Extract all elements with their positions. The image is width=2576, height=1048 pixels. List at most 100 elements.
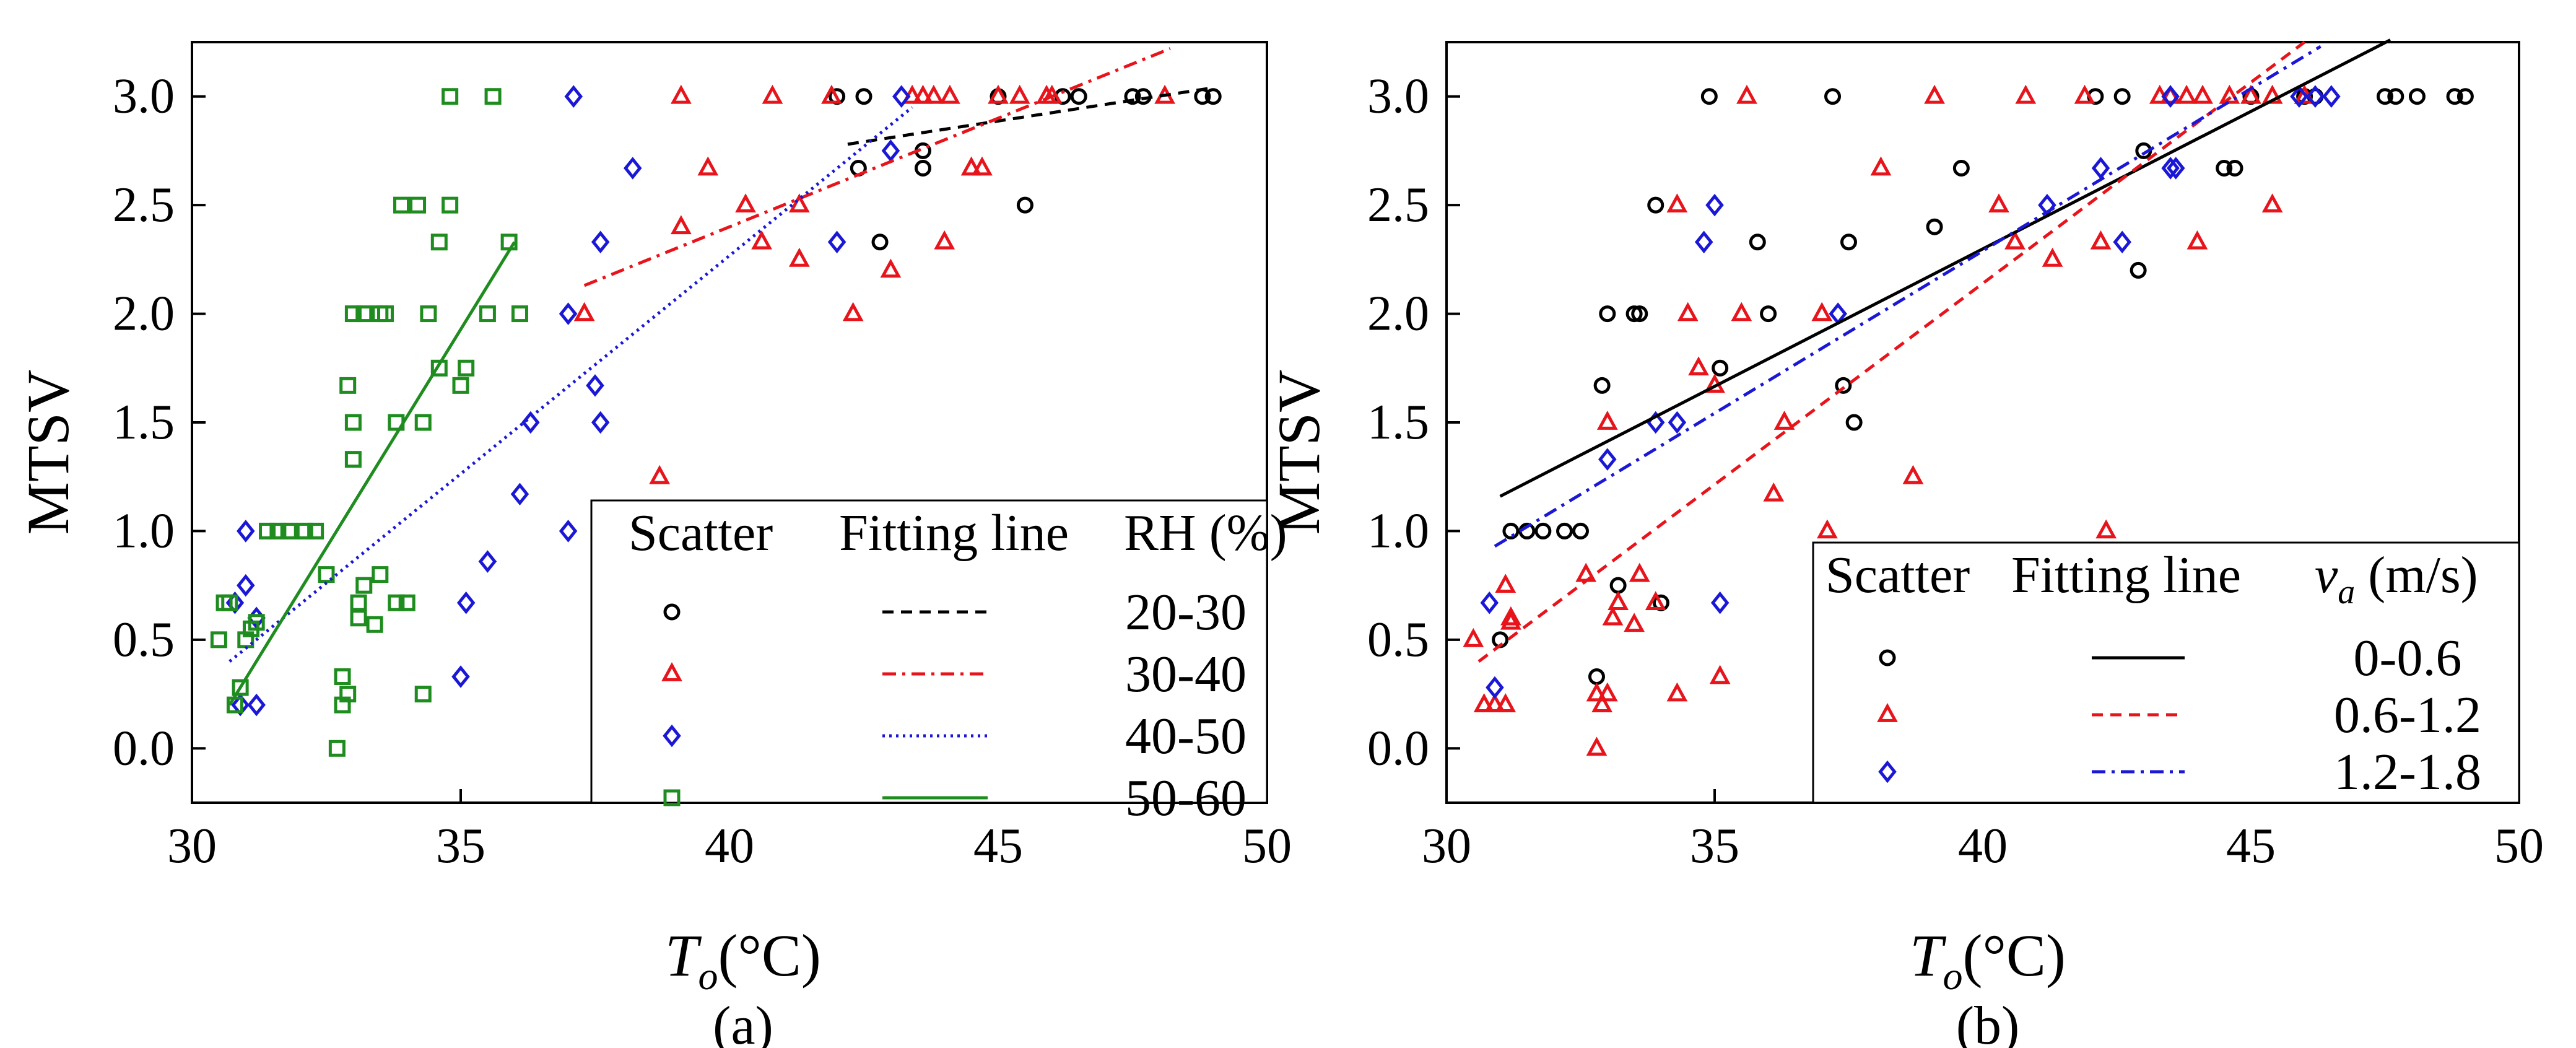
chart-b-point [1495,574,1516,593]
chart-b-point [1480,591,1499,614]
chart-a-point [1041,84,1063,104]
chart-a-point [914,159,931,177]
chart-a-point [318,566,335,583]
chart-b-xlabel-sub: o [1943,954,1963,998]
chart-a-legend-box [590,499,1268,804]
chart-b-point [1700,88,1718,105]
chart-b-point [2004,230,2026,250]
chart-a-point [344,451,362,468]
chart-b-point [1609,577,1627,594]
chart-b-point [1598,448,1617,471]
chart-a-point [339,686,357,703]
chart-b-point [1647,196,1664,214]
chart-a-ytick-label: 2.0 [113,287,175,341]
chart-a-point [564,85,583,108]
chart-b-series-1 [1463,84,2315,756]
chart-panel-a: MTSV To(°C) (a) 30 35 40 45 50 0.0 0.5 1.0 1.5 2.… [15,41,1292,1048]
chart-b-point [1773,411,1795,430]
chart-a-point [559,302,578,325]
chart-a-point [880,258,902,278]
chart-b-point [1705,193,1724,217]
chart-a-point [521,411,540,434]
chart-a-point [430,359,448,377]
chart-b-point [1749,234,1766,251]
chart-a-point [296,522,313,539]
chart-a-point [388,594,405,611]
chart-b-point [1666,682,1688,702]
chart-a-point [442,196,459,214]
chart-a-point [1204,88,1222,105]
chart-b-point [1586,736,1608,756]
chart-a-series-3 [210,88,528,757]
chart-a-point [623,157,642,180]
chart-b-point [2456,88,2474,105]
chart-a-point [573,302,595,321]
chart-a-point [355,577,373,594]
chart-a-point [398,594,416,611]
chart-a-point [559,520,578,543]
chart-a-point [855,88,872,105]
chart-a-point [988,84,1009,104]
chart-b-point [1486,676,1504,699]
chart-a-point [827,230,846,254]
chart-b-point [2192,84,2213,104]
chart-a-point [510,483,529,506]
chart-a-ylabel: MTSV [15,370,81,535]
chart-a-point [269,522,287,539]
chart-b-point [1811,302,1833,321]
chart-a-xtick-label: 35 [436,819,485,873]
chart-b-point [2176,84,2197,104]
chart-b-point [2113,88,2131,105]
chart-b-point [1760,305,1777,323]
chart-b-point [1736,84,1757,104]
chart-b-legend-marker [1879,649,1896,666]
chart-b-point [1586,682,1608,702]
chart-b-legend-label: 0-0.6 [2354,629,2462,687]
chart-b-point [2042,247,2063,267]
chart-a-legend-header-scatter: Scatter [629,504,773,562]
chart-b-point [1816,519,1838,539]
chart-a-legend-marker [663,789,681,806]
chart-b-legend-header-var: va (m/s) [2315,546,2478,611]
chart-b-xtick-label: 35 [1690,819,1739,873]
chart-a-point [280,522,297,539]
chart-a-point [960,156,982,176]
chart-a-point [881,139,900,162]
chart-b-point [1763,482,1785,502]
chart-a-point [442,88,459,105]
chart-b-point [1629,562,1650,582]
chart-b-point [1500,606,1521,626]
chart-b-point [1473,693,1495,712]
chart-a-xlabel: To(°C) [665,922,821,998]
chart-a-point [586,374,604,397]
chart-a-fit-line [847,86,1214,146]
chart-b-ytick-label: 1.5 [1367,395,1429,450]
chart-b-legend-header-scatter: Scatter [1825,546,1970,604]
chart-b-point [2130,261,2147,279]
chart-b-point [2095,519,2117,539]
chart-a-point [344,305,362,323]
chart-b-xtick-label: 30 [1422,819,1471,873]
chart-a-point [1009,84,1030,104]
legend-var: v [2315,546,2338,604]
chart-a-xtick-label: 40 [705,819,754,873]
chart-b-point [2306,85,2325,108]
chart-b-fit-line [1494,45,2321,548]
chart-a-point [751,230,772,250]
chart-b-point [1924,84,1945,104]
chart-a-point [420,305,437,323]
chart-a-point [414,686,432,703]
chart-a-point [912,84,934,104]
chart-a-point [221,594,238,611]
chart-a-point [350,609,367,627]
chart-b-point [2216,159,2233,177]
chart-b-legend-header-fit: Fitting line [2011,546,2241,604]
chart-a-point [842,302,864,321]
chart-b-legend-box [1812,541,2520,804]
chart-b-point [2187,230,2208,250]
chart-a-point [339,377,357,394]
chart-a-ytick-label: 3.0 [113,69,175,124]
chart-b-point [1602,606,1624,626]
chart-b-point [2261,193,2283,212]
